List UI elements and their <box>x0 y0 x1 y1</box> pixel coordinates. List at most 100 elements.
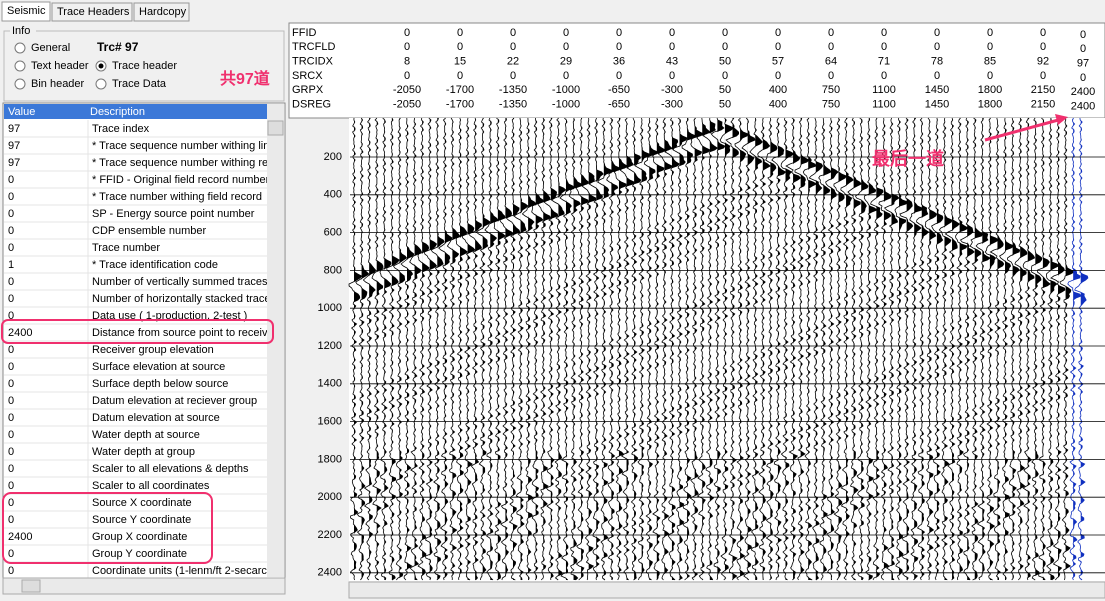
trace-fill <box>505 118 514 580</box>
trace-fill <box>558 118 566 580</box>
header-value: 0 <box>669 27 675 39</box>
radio[interactable] <box>14 60 26 72</box>
cell-description[interactable]: CDP ensemble number <box>92 225 206 237</box>
tab-label[interactable]: Seismic <box>7 5 46 17</box>
radio[interactable] <box>14 42 26 54</box>
cell-description[interactable]: Distance from source point to receiv <box>92 327 268 339</box>
cell-value[interactable]: 0 <box>8 242 14 254</box>
header-value: 29 <box>560 56 572 68</box>
header-value: 36 <box>613 56 625 68</box>
column-header[interactable]: Description <box>90 106 145 118</box>
cell-value[interactable]: 0 <box>8 480 14 492</box>
cell-description[interactable]: Group Y coordinate <box>92 548 187 560</box>
trace-fill <box>626 118 635 580</box>
header-value: 0 <box>1040 41 1046 53</box>
cell-value[interactable]: 0 <box>8 446 14 458</box>
trace-fill <box>603 118 612 580</box>
column-header[interactable]: Value <box>8 106 35 118</box>
radio-label[interactable]: Trace Data <box>112 78 167 90</box>
header-value: -1000 <box>552 98 580 110</box>
cell-description[interactable]: * Trace identification code <box>92 259 218 271</box>
cell-description[interactable]: SP - Energy source point number <box>92 208 255 220</box>
cell-value[interactable]: 0 <box>8 395 14 407</box>
cell-value[interactable]: 0 <box>8 225 14 237</box>
cell-value[interactable]: 0 <box>8 310 14 322</box>
scroll-thumb[interactable] <box>21 579 41 593</box>
cell-value[interactable]: 0 <box>8 565 14 577</box>
cell-description[interactable]: * Trace sequence number withing ree <box>92 157 274 169</box>
cell-description[interactable]: Source X coordinate <box>92 497 192 509</box>
tab[interactable] <box>133 2 190 22</box>
cell-value[interactable]: 0 <box>8 378 14 390</box>
cell-value[interactable]: 1 <box>8 259 14 271</box>
cell-description[interactable]: * Trace sequence number withing line <box>92 140 275 152</box>
radio-dot <box>98 63 104 69</box>
cell-description[interactable]: Datum elevation at reciever group <box>92 395 257 407</box>
cell-value[interactable]: 0 <box>8 361 14 373</box>
cell-value[interactable]: 2400 <box>8 531 32 543</box>
header-value: 71 <box>878 56 890 68</box>
cell-description[interactable]: Surface elevation at source <box>92 361 225 373</box>
cell-description[interactable]: Scaler to all coordinates <box>92 480 210 492</box>
cell-description[interactable]: * Trace number withing field record <box>92 191 262 203</box>
radio-label[interactable]: Text header <box>31 60 89 72</box>
cell-value[interactable]: 0 <box>8 174 14 186</box>
cell-value[interactable]: 2400 <box>8 327 32 339</box>
cell-description[interactable]: Coordinate units (1-lenm/ft 2-secarc <box>92 565 267 577</box>
cell-value[interactable]: 0 <box>8 463 14 475</box>
cell-value[interactable]: 0 <box>8 293 14 305</box>
tab-active[interactable] <box>1 1 51 22</box>
radio[interactable] <box>95 78 107 90</box>
radio-label[interactable]: General <box>31 42 70 54</box>
cell-description[interactable]: Data use ( 1-production, 2-test ) <box>92 310 247 322</box>
tab-label[interactable]: Hardcopy <box>139 6 187 18</box>
cell-description[interactable]: Water depth at source <box>92 429 200 441</box>
cell-value[interactable]: 0 <box>8 191 14 203</box>
cell-description[interactable]: Water depth at group <box>92 446 195 458</box>
h-scrollbar[interactable] <box>348 581 1105 599</box>
cell-description[interactable]: Receiver group elevation <box>92 344 214 356</box>
cell-description[interactable]: Number of vertically summed traces <box>92 276 268 288</box>
tab[interactable] <box>51 2 133 22</box>
cell-description[interactable]: Number of horizontally stacked trace <box>92 293 271 305</box>
depth-tick-label: 2400 <box>318 567 342 579</box>
cell-description[interactable]: Source Y coordinate <box>92 514 191 526</box>
header-value: 0 <box>987 27 993 39</box>
scroll-thumb[interactable] <box>267 120 284 136</box>
cell-value[interactable]: 0 <box>8 497 14 509</box>
radio-label[interactable]: Bin header <box>31 78 85 90</box>
cell-value[interactable]: 0 <box>8 548 14 560</box>
h-scrollbar[interactable] <box>2 577 286 595</box>
cell-description[interactable]: Surface depth below source <box>92 378 228 390</box>
cell-description[interactable]: * FFID - Original field record number <box>92 174 270 186</box>
cell-value[interactable]: 97 <box>8 123 20 135</box>
header-value: 0 <box>881 27 887 39</box>
header-current: 0 <box>1080 72 1086 84</box>
cell-value[interactable]: 0 <box>8 208 14 220</box>
cell-description[interactable]: Group X coordinate <box>92 531 187 543</box>
cell-value[interactable]: 97 <box>8 157 20 169</box>
cell-value[interactable]: 97 <box>8 140 20 152</box>
header-value: -2050 <box>393 84 421 96</box>
tab-label[interactable]: Trace Headers <box>57 6 130 18</box>
cell-value[interactable]: 0 <box>8 276 14 288</box>
header-value: 0 <box>457 70 463 82</box>
radio-label[interactable]: Trace header <box>112 60 177 72</box>
cell-description[interactable]: Datum elevation at source <box>92 412 220 424</box>
cell-value[interactable]: 0 <box>8 412 14 424</box>
cell-description[interactable]: Scaler to all elevations & depths <box>92 463 249 475</box>
scrollbar[interactable] <box>267 104 284 577</box>
header-value: -650 <box>608 84 630 96</box>
trace-fill <box>906 118 913 580</box>
header-value: 78 <box>931 56 943 68</box>
cell-value[interactable]: 0 <box>8 514 14 526</box>
header-value: 0 <box>616 70 622 82</box>
cell-description[interactable]: Trace index <box>92 123 150 135</box>
header-value: 0 <box>1040 70 1046 82</box>
group-title: Info <box>12 25 30 37</box>
cell-value[interactable]: 0 <box>8 344 14 356</box>
header-value: -1700 <box>446 84 474 96</box>
radio[interactable] <box>14 78 26 90</box>
cell-description[interactable]: Trace number <box>92 242 160 254</box>
cell-value[interactable]: 0 <box>8 429 14 441</box>
